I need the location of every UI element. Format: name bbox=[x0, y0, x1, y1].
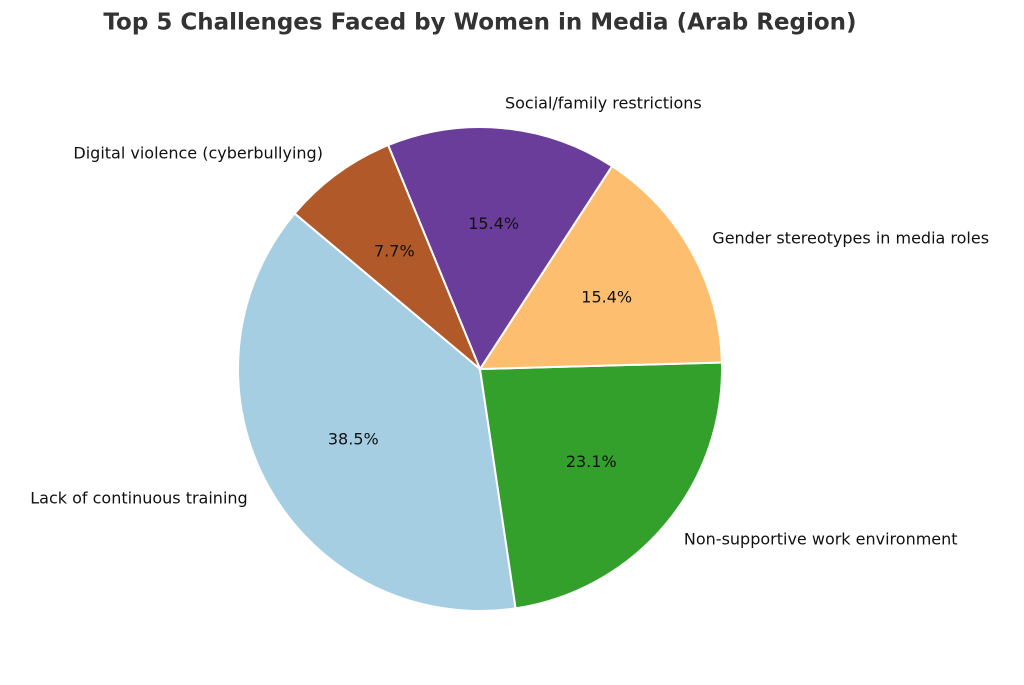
pie-slice bbox=[237, 212, 517, 612]
pie-slice bbox=[386, 126, 614, 372]
value-label: 15.4% bbox=[468, 214, 519, 233]
pie-slice bbox=[478, 361, 723, 610]
slice-label: Digital violence (cyberbullying) bbox=[73, 144, 323, 163]
slice-label: Social/family restrictions bbox=[505, 93, 702, 112]
value-label: 7.7% bbox=[374, 241, 415, 260]
slice-label: Gender stereotypes in media roles bbox=[712, 229, 989, 248]
chart-title: Top 5 Challenges Faced by Women in Media… bbox=[103, 10, 856, 36]
pie-slice bbox=[293, 143, 481, 370]
value-label: 23.1% bbox=[566, 452, 617, 471]
value-label: 15.4% bbox=[581, 288, 632, 307]
slice-label: Non-supportive work environment bbox=[684, 530, 958, 549]
pie-slice bbox=[478, 164, 723, 371]
value-label: 38.5% bbox=[328, 429, 379, 448]
slice-label: Lack of continuous training bbox=[30, 488, 247, 507]
